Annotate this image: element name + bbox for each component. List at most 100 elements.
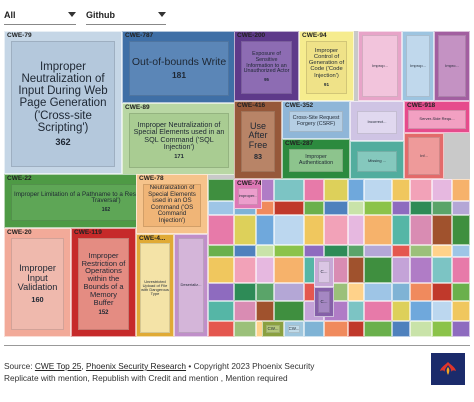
treemap-small-tile[interactable] <box>348 215 364 245</box>
treemap-small-tile[interactable] <box>304 179 324 201</box>
treemap-tile[interactable]: C... <box>314 287 334 317</box>
treemap-small-tile[interactable] <box>432 245 452 257</box>
treemap-small-tile[interactable] <box>432 257 452 283</box>
treemap-tile[interactable]: Deserializ... <box>174 234 208 337</box>
treemap-small-tile[interactable] <box>364 245 392 257</box>
treemap-tile[interactable]: Inf... <box>404 133 444 179</box>
treemap-tile[interactable]: C... <box>314 257 334 287</box>
treemap-small-tile[interactable] <box>304 321 324 337</box>
filter-dropdown-all[interactable]: All <box>4 5 76 25</box>
treemap-tile[interactable]: Improp... <box>402 31 434 101</box>
treemap-small-tile[interactable] <box>392 215 410 245</box>
treemap-small-tile[interactable] <box>392 301 410 321</box>
treemap-small-tile[interactable] <box>348 179 364 201</box>
treemap-small-tile[interactable] <box>364 301 392 321</box>
treemap-small-tile[interactable] <box>274 245 304 257</box>
filter-dropdown-source[interactable]: Github <box>86 5 166 25</box>
treemap-small-tile[interactable] <box>364 321 392 337</box>
treemap-small-tile[interactable] <box>234 257 256 283</box>
treemap-small-tile[interactable] <box>324 179 348 201</box>
treemap-tile[interactable]: Improp... <box>358 31 402 101</box>
treemap-small-tile[interactable] <box>452 201 470 215</box>
treemap-tile[interactable]: CWE-20 Improper Input Validation 160 <box>4 228 71 337</box>
treemap-small-tile[interactable] <box>410 283 432 301</box>
treemap-small-tile[interactable] <box>256 245 274 257</box>
treemap-tile[interactable]: Impro... <box>434 31 470 101</box>
treemap-tile[interactable]: CWE-78 Improper Neutralization of Special… <box>136 174 208 234</box>
treemap-tile[interactable]: Incorrect... <box>350 101 404 141</box>
treemap-small-tile[interactable] <box>364 257 392 283</box>
treemap-small-tile[interactable] <box>410 201 432 215</box>
treemap-small-tile[interactable] <box>256 215 274 245</box>
treemap-tile[interactable]: CWE-787 Out-of-bounds Write 181 <box>122 31 236 103</box>
treemap-tile[interactable]: CWE-416 Use After Free 83 <box>234 101 282 179</box>
treemap-small-tile[interactable] <box>208 321 234 337</box>
treemap-small-tile[interactable] <box>452 257 470 283</box>
treemap-small-tile[interactable] <box>324 215 348 245</box>
treemap-small-tile[interactable] <box>432 201 452 215</box>
treemap-small-tile[interactable] <box>452 245 470 257</box>
treemap-small-tile[interactable] <box>452 179 470 201</box>
treemap-tile[interactable]: CWE-79 Improper Neutralization of Input D… <box>4 31 122 174</box>
treemap-tile[interactable]: CWE-200 Exposure of Sensitive Information… <box>234 31 299 101</box>
treemap-small-tile[interactable] <box>452 321 470 337</box>
treemap-small-tile[interactable] <box>234 245 256 257</box>
treemap-tile[interactable]: CWE-4... Unrestricted Upload of File with… <box>136 234 174 337</box>
treemap-small-tile[interactable] <box>348 257 364 283</box>
treemap-small-tile[interactable] <box>348 245 364 257</box>
treemap-small-tile[interactable] <box>208 283 234 301</box>
treemap-small-tile[interactable] <box>392 321 410 337</box>
treemap-small-tile[interactable] <box>274 201 304 215</box>
treemap-small-tile[interactable] <box>208 215 234 245</box>
treemap-small-tile[interactable] <box>452 215 470 245</box>
treemap-small-tile[interactable] <box>234 283 256 301</box>
treemap-small-tile[interactable] <box>364 283 392 301</box>
treemap-small-tile[interactable] <box>410 215 432 245</box>
treemap-tile[interactable]: CW... <box>284 321 304 337</box>
treemap-small-tile[interactable] <box>234 301 256 321</box>
treemap-small-tile[interactable] <box>208 179 234 201</box>
treemap-small-tile[interactable] <box>348 201 364 215</box>
treemap-small-tile[interactable] <box>256 283 274 301</box>
treemap-small-tile[interactable] <box>324 201 348 215</box>
treemap-small-tile[interactable] <box>452 301 470 321</box>
treemap-tile[interactable]: CWE-119 Improper Restriction of Operation… <box>71 228 136 337</box>
treemap-small-tile[interactable] <box>208 245 234 257</box>
treemap-small-tile[interactable] <box>234 321 256 337</box>
treemap-small-tile[interactable] <box>392 257 410 283</box>
treemap-small-tile[interactable] <box>432 283 452 301</box>
treemap-tile[interactable]: CWE-89 Improper Neutralization of Special… <box>122 103 236 175</box>
treemap-small-tile[interactable] <box>274 283 304 301</box>
cwe-top25-link[interactable]: CWE Top 25 <box>34 361 82 371</box>
treemap-small-tile[interactable] <box>274 179 304 201</box>
treemap-tile[interactable]: CWE-94 Improper Control of Generation of … <box>299 31 354 101</box>
treemap-small-tile[interactable] <box>256 301 274 321</box>
treemap-small-tile[interactable] <box>274 301 304 321</box>
treemap-small-tile[interactable] <box>364 201 392 215</box>
treemap-small-tile[interactable] <box>274 215 304 245</box>
treemap-small-tile[interactable] <box>392 283 410 301</box>
treemap-small-tile[interactable] <box>432 215 452 245</box>
treemap-small-tile[interactable] <box>208 301 234 321</box>
treemap-small-tile[interactable] <box>256 257 274 283</box>
treemap-tile[interactable]: CWE-74 Improper... <box>234 179 262 209</box>
treemap-small-tile[interactable] <box>274 257 304 283</box>
treemap-small-tile[interactable] <box>324 321 348 337</box>
treemap-small-tile[interactable] <box>410 245 432 257</box>
treemap-tile[interactable]: Missing ... <box>350 141 404 179</box>
treemap-small-tile[interactable] <box>410 301 432 321</box>
treemap-small-tile[interactable] <box>452 283 470 301</box>
treemap-small-tile[interactable] <box>304 245 324 257</box>
treemap-small-tile[interactable] <box>304 215 324 245</box>
treemap-small-tile[interactable] <box>392 245 410 257</box>
treemap-small-tile[interactable] <box>348 321 364 337</box>
treemap-small-tile[interactable] <box>410 179 432 201</box>
phoenix-research-link[interactable]: Phoenix Security Research <box>85 361 187 371</box>
treemap-small-tile[interactable] <box>392 179 410 201</box>
treemap-small-tile[interactable] <box>432 179 452 201</box>
treemap-small-tile[interactable] <box>432 301 452 321</box>
treemap-tile[interactable]: CWE-287 Improper Authentication <box>282 139 350 179</box>
treemap-small-tile[interactable] <box>410 257 432 283</box>
treemap-tile[interactable]: CW... <box>262 321 284 337</box>
treemap-small-tile[interactable] <box>234 215 256 245</box>
